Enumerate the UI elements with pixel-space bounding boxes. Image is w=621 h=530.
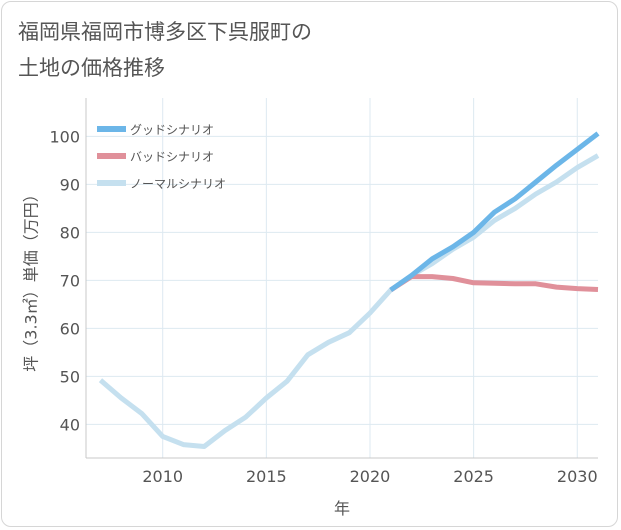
legend-label-bad: バッドシナリオ (130, 150, 214, 164)
y-tick-label: 70 (60, 271, 80, 290)
series-line-normal (98, 153, 600, 449)
x-tick-label: 2030 (557, 467, 598, 486)
legend-label-good: グッドシナリオ (130, 123, 214, 137)
x-tick-label: 2015 (246, 467, 287, 486)
x-tick-label: 2010 (142, 467, 183, 486)
y-tick-label: 80 (60, 223, 80, 242)
series-lines (98, 131, 600, 449)
y-tick-label: 40 (60, 415, 80, 434)
series-line-good (389, 131, 600, 293)
legend-label-normal: ノーマルシナリオ (130, 177, 226, 191)
series-line-bad (389, 274, 599, 293)
grid-lines (86, 98, 598, 458)
chart-title-line1: 福岡県福岡市博多区下呉服町の (18, 20, 312, 44)
axes: 40 50 60 70 80 90 100 2010 2015 2020 2025 2030 年 坪（3.… (22, 98, 598, 518)
x-axis-title: 年 (334, 499, 350, 518)
chart-title: 福岡県福岡市博多区下呉服町の 土地の価格推移 (18, 14, 438, 86)
x-tick-label: 2020 (350, 467, 391, 486)
y-tick-label: 50 (60, 367, 80, 386)
y-axis-title: 坪（3.3㎡）単価（万円） (22, 186, 41, 371)
y-tick-label: 100 (49, 127, 80, 146)
x-tick-label: 2025 (453, 467, 494, 486)
chart-title-line2: 土地の価格推移 (18, 56, 165, 80)
y-tick-label: 60 (60, 319, 80, 338)
y-tick-label: 90 (60, 175, 80, 194)
